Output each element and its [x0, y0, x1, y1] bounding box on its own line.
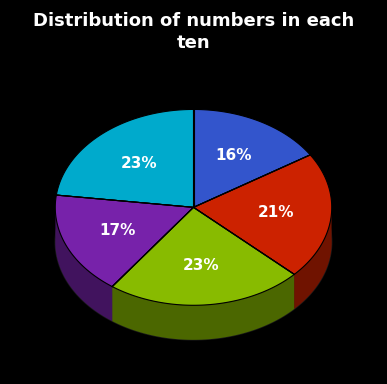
Polygon shape [194, 207, 294, 309]
Polygon shape [112, 207, 194, 321]
Polygon shape [194, 207, 294, 309]
Text: 23%: 23% [183, 258, 219, 273]
Polygon shape [294, 203, 332, 309]
Polygon shape [57, 109, 194, 207]
Polygon shape [55, 203, 112, 321]
Polygon shape [55, 144, 332, 340]
Polygon shape [112, 207, 194, 321]
Polygon shape [194, 155, 332, 275]
Polygon shape [55, 195, 194, 286]
Text: Distribution of numbers in each
ten: Distribution of numbers in each ten [33, 12, 354, 52]
Text: 21%: 21% [258, 205, 295, 220]
Polygon shape [112, 207, 294, 305]
Text: 23%: 23% [120, 156, 157, 171]
Text: 16%: 16% [215, 148, 252, 163]
Polygon shape [194, 109, 310, 207]
Polygon shape [112, 275, 294, 340]
Text: 17%: 17% [99, 223, 135, 238]
